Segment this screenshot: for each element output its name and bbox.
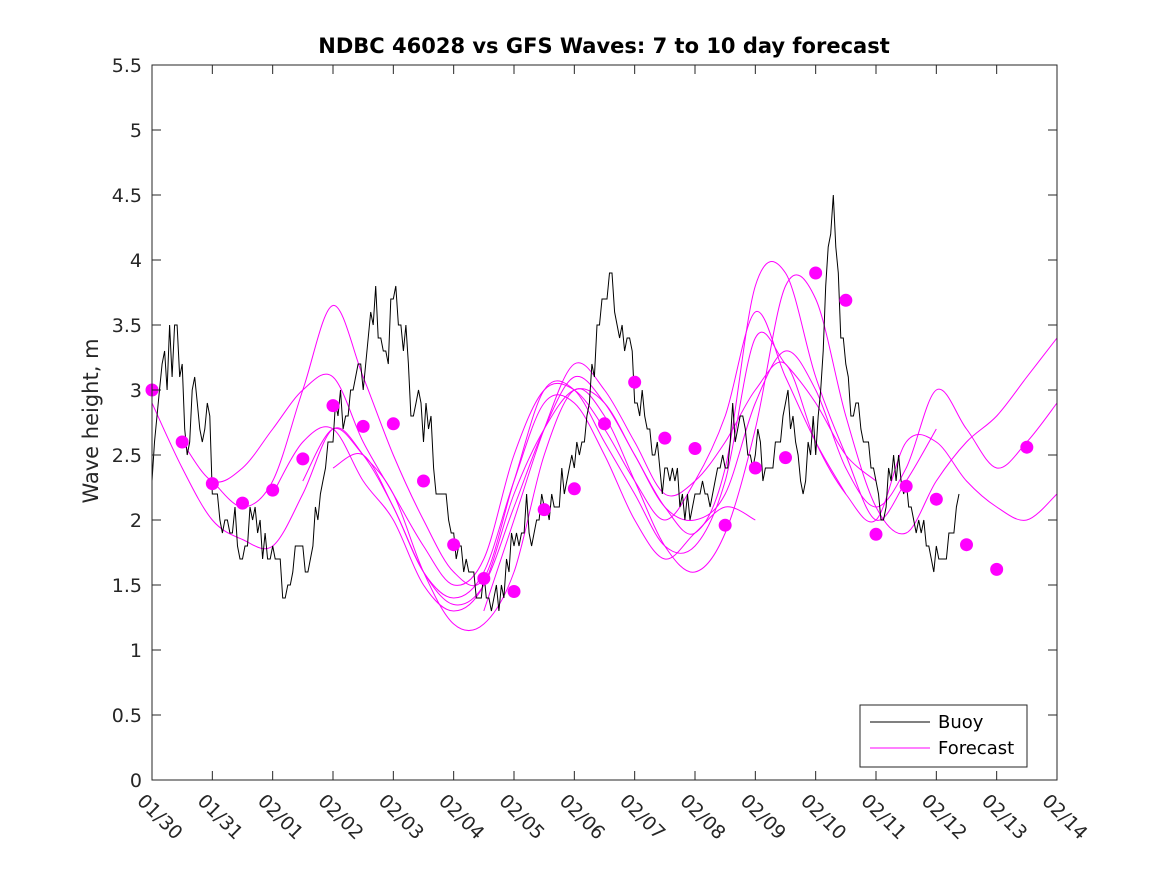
forecast-marker	[567, 482, 581, 496]
forecast-marker	[417, 474, 430, 488]
forecast-line	[302, 274, 1058, 632]
forecast-marker	[447, 538, 461, 552]
forecast-line	[211, 305, 877, 587]
chart-title: NDBC 46028 vs GFS Waves: 7 to 10 day for…	[318, 34, 889, 58]
y-tick-label: 2	[130, 510, 142, 532]
forecast-marker	[386, 417, 400, 431]
forecast-line	[483, 361, 1058, 612]
forecast-lines	[151, 261, 1058, 632]
forecast-line	[181, 311, 847, 586]
legend-buoy-label: Buoy	[938, 712, 984, 733]
y-tick-label: 4	[130, 250, 142, 272]
forecast-marker	[266, 483, 280, 497]
legend: Buoy Forecast	[859, 704, 1028, 768]
forecast-marker	[990, 562, 1004, 576]
buoy-line	[151, 194, 960, 612]
buoy-line-group	[151, 194, 960, 612]
axes-box	[151, 64, 1058, 781]
forecast-markers	[145, 266, 1034, 598]
forecast-marker	[960, 538, 973, 552]
y-tick-label: 4.5	[112, 185, 142, 207]
y-axis-ticks: 0 0.5 1 1.5 2 2.5 3 3.5 4 4.5 5 5.5	[112, 55, 1057, 792]
forecast-marker	[658, 431, 672, 445]
forecast-marker	[899, 479, 913, 493]
forecast-marker	[688, 442, 702, 455]
forecast-marker	[628, 375, 642, 389]
forecast-marker	[175, 435, 189, 449]
forecast-marker	[779, 451, 792, 465]
forecast-marker	[356, 419, 370, 433]
forecast-marker	[296, 452, 310, 466]
forecast-line	[332, 350, 1058, 606]
legend-box	[859, 704, 1028, 768]
y-tick-label: 1.5	[112, 575, 142, 597]
forecast-marker	[537, 503, 551, 517]
y-tick-label: 1	[130, 640, 142, 662]
forecast-marker	[507, 585, 521, 598]
legend-forecast-label: Forecast	[938, 738, 1014, 759]
y-tick-label: 5	[130, 120, 142, 142]
y-tick-label: 3	[130, 380, 142, 402]
y-tick-label: 3.5	[112, 315, 142, 337]
y-axis-label: Wave height, m	[79, 338, 103, 503]
forecast-marker	[598, 417, 611, 431]
forecast-marker	[839, 293, 853, 307]
y-tick-label: 0.5	[112, 705, 142, 727]
forecast-marker	[809, 266, 823, 280]
forecast-marker	[477, 572, 491, 585]
y-tick-label: 2.5	[112, 445, 142, 467]
forecast-marker	[929, 492, 943, 506]
forecast-marker	[748, 461, 762, 475]
forecast-line	[151, 394, 756, 599]
forecast-marker	[326, 399, 340, 413]
forecast-marker	[205, 477, 219, 491]
forecast-marker	[718, 518, 732, 532]
y-tick-label: 0	[130, 770, 142, 792]
y-tick-label: 5.5	[112, 55, 142, 77]
forecast-marker	[1020, 440, 1034, 454]
forecast-marker	[869, 527, 883, 541]
forecast-marker	[236, 496, 249, 510]
